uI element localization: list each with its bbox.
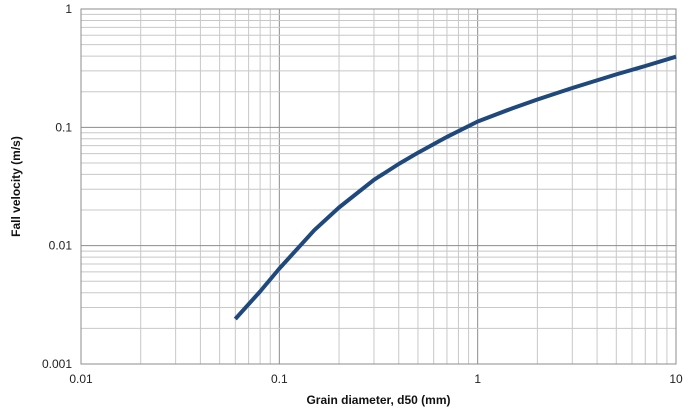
y-tick-label: 0.001 [42,357,72,371]
y-tick-label: 0.01 [49,239,73,253]
x-axis-title: Grain diameter, d50 (mm) [306,393,450,407]
y-tick-label: 0.1 [55,120,72,134]
y-axis-ticks: 0.001 0.01 0.1 1 [42,2,72,371]
y-tick-label: 1 [65,2,72,16]
x-tick-label: 10 [669,372,683,386]
grid-lines [80,9,676,365]
x-tick-label: 1 [474,372,481,386]
plot-area [80,8,677,365]
series-line [233,54,677,321]
series-layer [233,54,677,321]
y-axis-title: Fall velocity (m/s) [9,136,23,237]
x-tick-label: 0.1 [271,372,288,386]
x-axis-ticks: 0.01 0.1 1 10 [69,372,683,386]
x-tick-label: 0.01 [69,372,93,386]
